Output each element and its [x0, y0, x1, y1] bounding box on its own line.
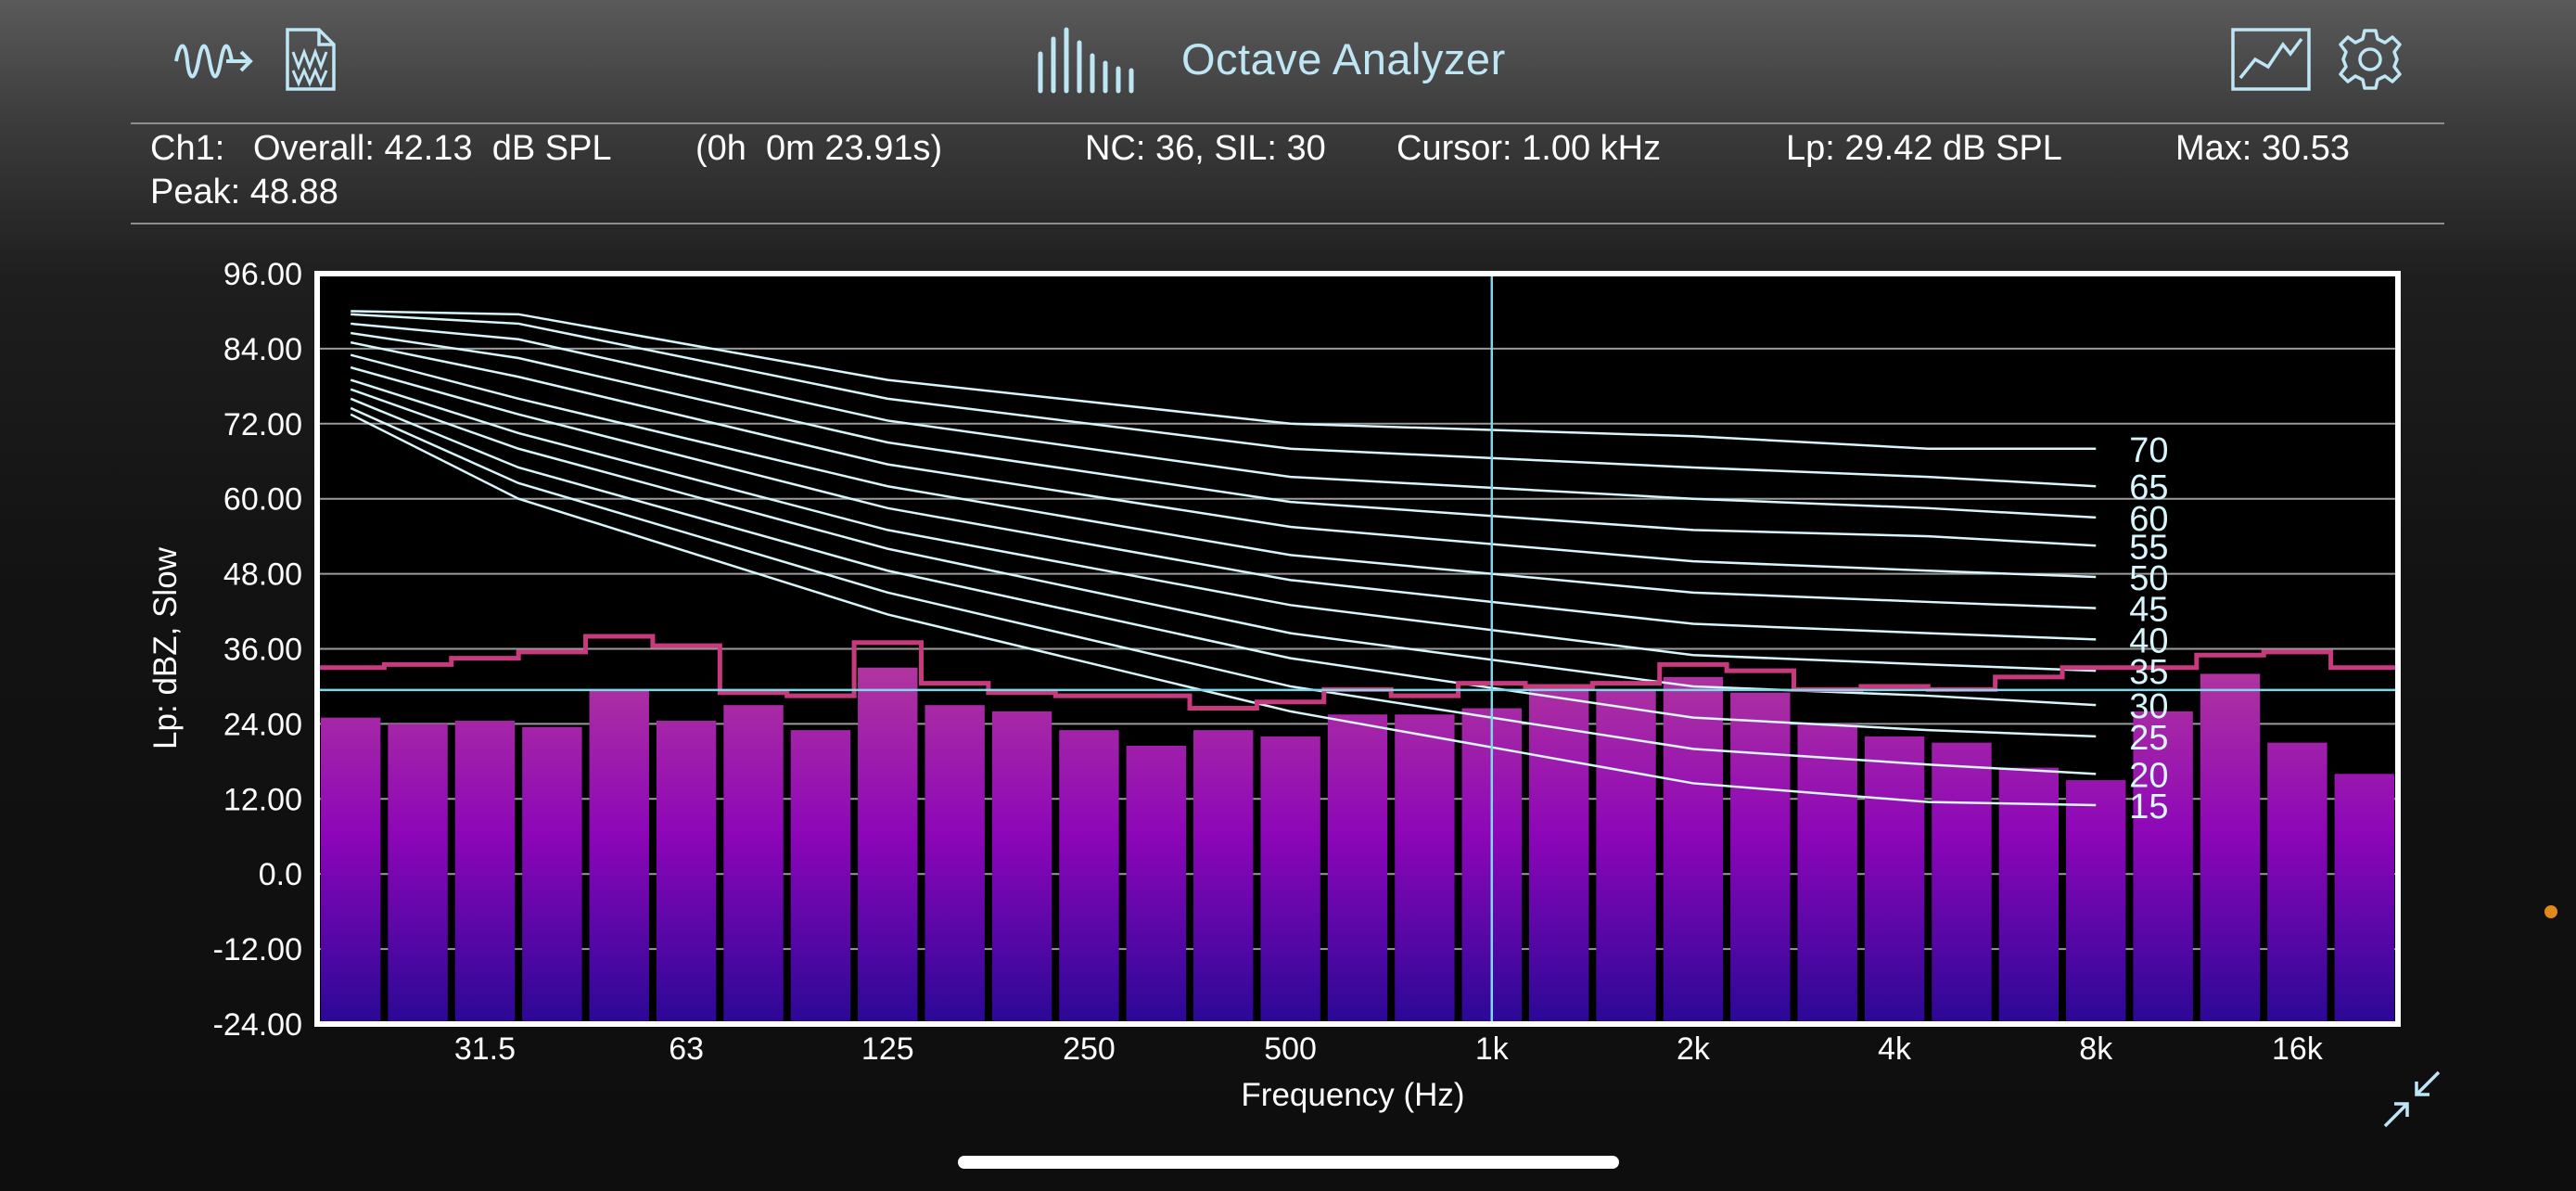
overall-readout: Overall: 42.13 dB SPL: [253, 129, 612, 168]
app-title: Octave Analyzer: [1181, 34, 1506, 83]
x-tick-label: 4k: [1878, 1031, 1912, 1067]
octave-band-bar: [1797, 724, 1857, 1024]
octave-band-bar: [1059, 730, 1119, 1024]
nc-curve: [350, 378, 2097, 672]
collapse-arrows-icon[interactable]: [2381, 1069, 2442, 1130]
octave-band-bar: [2133, 711, 2193, 1024]
nc-curve: [350, 388, 2097, 707]
octave-band-bar: [1126, 745, 1187, 1024]
y-tick-label: 36.00: [223, 633, 302, 668]
nc-curve-label: 40: [2129, 621, 2168, 660]
octave-band-bar: [991, 711, 1052, 1024]
y-tick-label: 0.0: [259, 857, 302, 892]
octave-band-bar: [1730, 692, 1791, 1024]
y-tick-label: 60.00: [223, 482, 302, 518]
nc-curve-label: 35: [2129, 653, 2168, 692]
octave-band-bar: [589, 689, 649, 1024]
octave-band-bar: [2066, 780, 2126, 1024]
trend-graph-icon[interactable]: [2231, 28, 2311, 91]
octave-band-bar: [1663, 676, 1724, 1024]
nc-curve-label: 70: [2129, 431, 2168, 470]
octave-band-bar: [321, 717, 381, 1024]
octave-band-bar: [723, 705, 784, 1024]
gear-icon[interactable]: [2339, 28, 2402, 91]
x-tick-label: 125: [861, 1031, 914, 1067]
lp-readout: Lp: 29.42 dB SPL: [1786, 129, 2062, 168]
octave-band-bar: [1998, 767, 2060, 1024]
nc-curve: [350, 413, 2097, 807]
nc-curve-label: 60: [2129, 500, 2168, 539]
octave-band-bar: [1864, 736, 1925, 1024]
y-tick-label: 48.00: [223, 557, 302, 593]
octave-band-bar: [1193, 730, 1254, 1024]
nc-curve-label: 45: [2129, 591, 2168, 630]
nc-curve: [351, 313, 2097, 488]
x-tick-label: 16k: [2272, 1031, 2324, 1067]
waveform-generator-icon[interactable]: [172, 33, 256, 89]
octave-band-bar: [388, 724, 448, 1024]
nc-curve-label: 30: [2129, 687, 2168, 726]
channel-label: Ch1:: [150, 129, 225, 168]
nc-curve-label: 25: [2129, 719, 2168, 758]
y-tick-label: -12.00: [213, 932, 302, 967]
octave-band-bar: [522, 726, 582, 1024]
octave-band-bar: [1932, 742, 1992, 1024]
nc-curve-label: 15: [2129, 788, 2168, 826]
plot-frame: [314, 271, 2401, 1027]
nc-sil-readout: NC: 36, SIL: 30: [1085, 129, 1326, 168]
x-tick-label: 31.5: [454, 1031, 516, 1067]
x-tick-label: 250: [1063, 1031, 1116, 1067]
octave-bars-icon[interactable]: [1035, 26, 1144, 95]
octave-band-bar: [2334, 774, 2394, 1024]
y-tick-label: 24.00: [223, 707, 302, 742]
x-tick-label: 63: [669, 1031, 704, 1067]
y-tick-label: 96.00: [223, 257, 302, 292]
y-tick-label: -24.00: [213, 1007, 302, 1043]
octave-band-bar: [1395, 714, 1455, 1024]
nc-curve: [350, 365, 2097, 641]
x-tick-label: 2k: [1677, 1031, 1711, 1067]
octave-band-bar: [1528, 685, 1589, 1024]
nc-curve-label: 55: [2129, 528, 2168, 567]
y-tick-label: 72.00: [223, 407, 302, 442]
nc-curve-label: 20: [2129, 756, 2168, 795]
nc-curve: [350, 397, 2097, 738]
elapsed-time: (0h 0m 23.91s): [695, 129, 943, 168]
nc-curve: [350, 406, 2097, 775]
octave-band-bar: [2267, 742, 2327, 1024]
nc-curve: [351, 310, 2097, 451]
x-tick-label: 8k: [2079, 1031, 2113, 1067]
peak-readout: Peak: 48.88: [150, 173, 338, 211]
nc-curve: [351, 331, 2097, 547]
x-tick-label: 1k: [1475, 1031, 1510, 1067]
y-axis-label: Lp: dBZ, Slow: [147, 546, 184, 749]
cursor-readout: Cursor: 1.00 kHz: [1396, 129, 1662, 168]
nc-curve-label: 50: [2129, 559, 2168, 598]
nc-curve: [351, 322, 2097, 519]
y-tick-label: 84.00: [223, 332, 302, 367]
octave-band-bar: [656, 721, 717, 1024]
octave-band-bar: [1327, 714, 1388, 1024]
octave-band-bar: [790, 730, 851, 1024]
octave-band-bar: [2200, 673, 2261, 1024]
octave-band-bar: [1596, 689, 1656, 1024]
octave-band-bar: [454, 721, 516, 1024]
waveform-file-icon[interactable]: [284, 26, 338, 93]
nc-curve: [350, 340, 2097, 579]
x-tick-label: 500: [1264, 1031, 1317, 1067]
octave-band-bar: [1260, 736, 1320, 1024]
y-tick-label: 12.00: [223, 782, 302, 817]
x-axis-label: Frequency (Hz): [1241, 1077, 1464, 1113]
status-dot: [2544, 905, 2557, 918]
octave-band-bar: [925, 705, 985, 1024]
home-indicator[interactable]: [958, 1156, 1619, 1169]
nc-curve: [350, 353, 2097, 609]
octave-band-bar: [858, 667, 918, 1024]
header-divider: [131, 122, 2444, 124]
info-divider: [131, 223, 2444, 224]
nc-curve-label: 65: [2129, 468, 2168, 507]
max-readout: Max: 30.53: [2175, 129, 2350, 168]
